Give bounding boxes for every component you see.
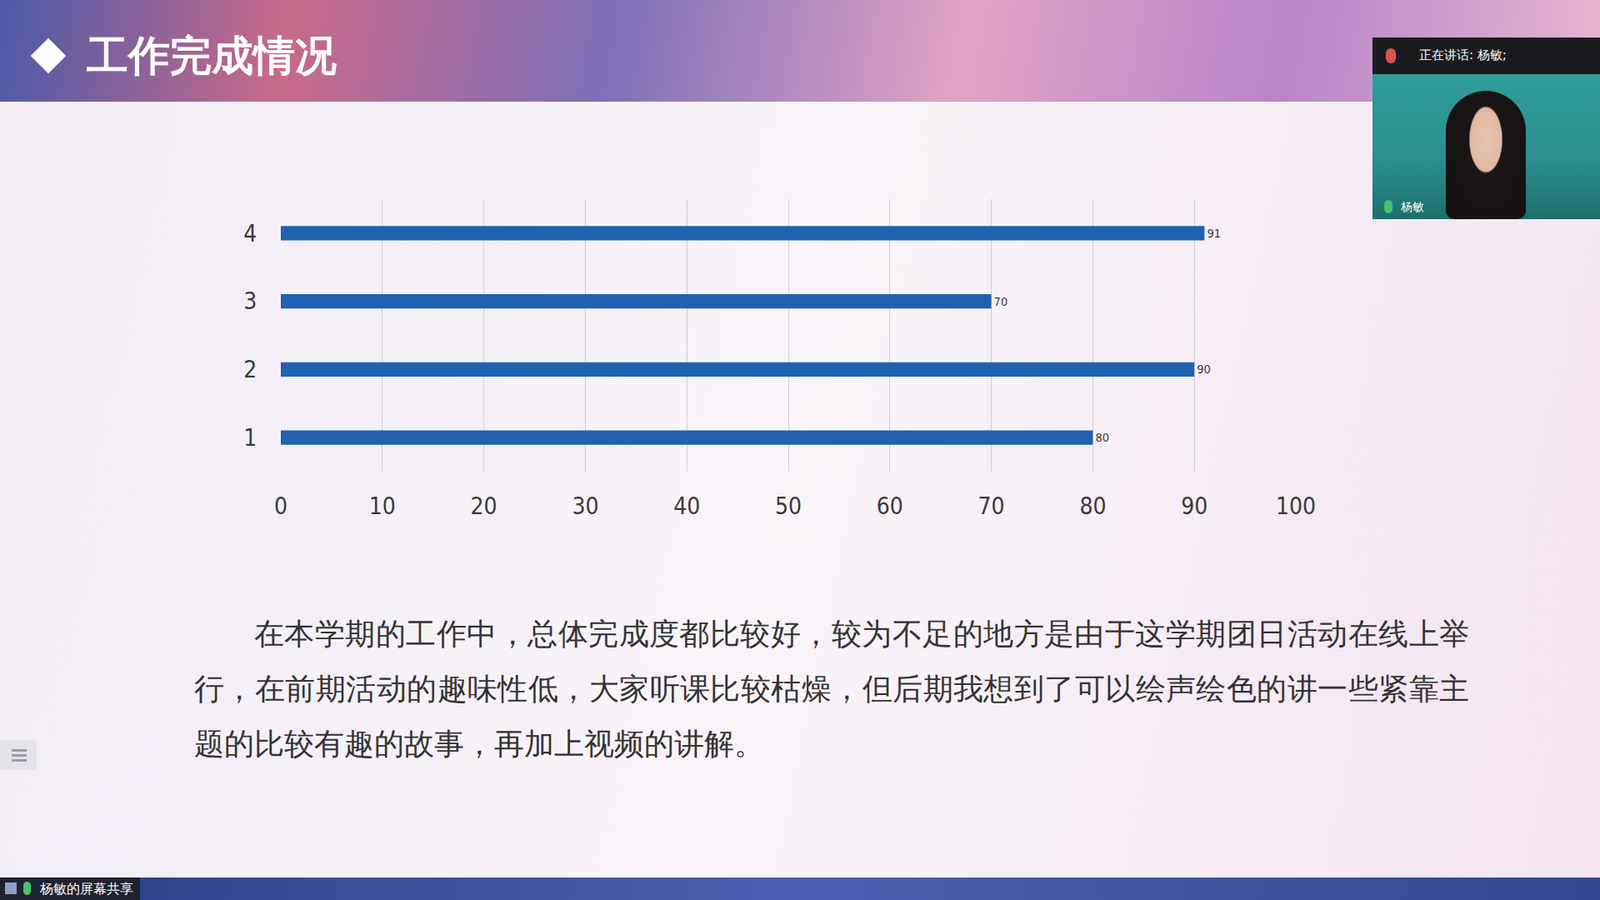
svg-text:100: 100 [1275, 492, 1316, 520]
svg-text:70: 70 [994, 294, 1009, 309]
svg-text:3: 3 [243, 287, 257, 315]
svg-text:90: 90 [1180, 492, 1208, 520]
html-text:工作完成情况: 工作完成情况 [86, 31, 337, 80]
svg-text:30: 30 [571, 492, 599, 520]
svg-text:50: 50 [775, 492, 802, 520]
html-text:正在讲话: 杨敏;: 正在讲话: 杨敏; [1419, 47, 1507, 63]
html-text:杨敏的屏幕共享: 杨敏的屏幕共享 [40, 880, 134, 897]
svg-text:70: 70 [978, 492, 1005, 520]
svg-text:80: 80 [1095, 430, 1110, 445]
svg-text:1: 1 [243, 424, 257, 452]
svg-text:2: 2 [243, 355, 257, 384]
html-text:在本学期的工作中，总体完成度都比较好，较为不足的地方是由于这: 在本学期的工作中，总体完成度都比较好，较为不足的地方是由于这学期团日活动在线上举… [194, 616, 1470, 761]
svg-text:91: 91 [1206, 225, 1221, 240]
svg-text:80: 80 [1079, 492, 1106, 520]
svg-text:10: 10 [369, 492, 396, 520]
svg-text:20: 20 [470, 492, 498, 520]
svg-text:40: 40 [673, 492, 700, 520]
svg-text:4: 4 [243, 220, 257, 248]
svg-text:90: 90 [1196, 361, 1211, 376]
svg-text:0: 0 [274, 492, 288, 520]
html-text:杨敏: 杨敏 [1400, 200, 1425, 214]
svg-text:60: 60 [876, 492, 904, 520]
